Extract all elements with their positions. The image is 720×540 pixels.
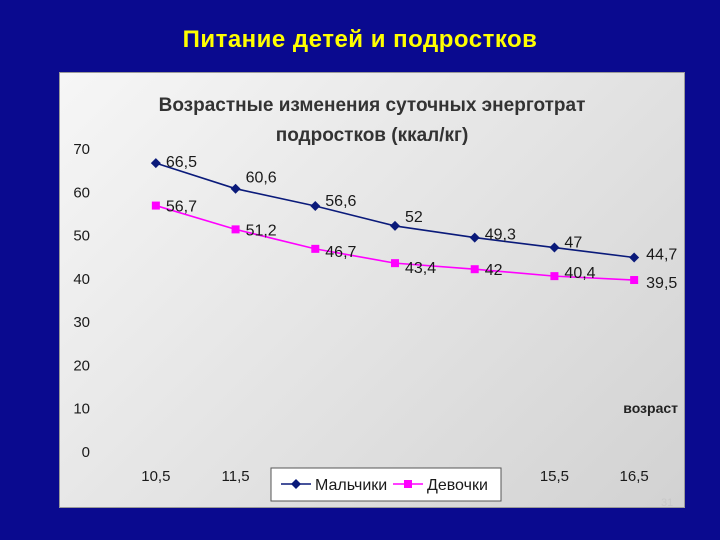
chart-canvas: Возрастные изменения суточных энерготрат…: [73, 95, 678, 502]
data-label-girls: 46,7: [325, 244, 356, 261]
series-line-boys: [155, 162, 635, 259]
data-point-boys: [390, 220, 400, 231]
chart-title-line2: подростков (ккал/кг): [276, 125, 469, 146]
chart-title: Возрастные изменения суточных энерготрат: [159, 95, 586, 116]
legend-marker-girls: [404, 480, 412, 488]
data-label-girls: 42: [485, 262, 503, 279]
legend-marker-boys: [291, 479, 301, 489]
line-chart: Возрастные изменения суточных энерготрат…: [59, 72, 685, 508]
data-label-boys: 60,6: [246, 170, 277, 187]
data-point-boys: [469, 232, 480, 243]
data-point-boys: [310, 201, 321, 212]
data-point-girls: [391, 259, 399, 268]
y-tick-label: 10: [73, 401, 90, 418]
data-point-girls: [311, 244, 320, 253]
data-label-girls: 51,2: [246, 222, 277, 239]
x-axis-label: возраст: [623, 400, 678, 416]
data-point-girls: [470, 265, 479, 274]
y-tick-label: 50: [73, 228, 90, 245]
y-tick-label: 70: [73, 141, 90, 158]
data-label-girls: 43,4: [405, 260, 436, 277]
data-label-girls: 56,7: [166, 199, 197, 216]
data-label-boys: 56,6: [325, 193, 356, 210]
data-label-boys: 52: [405, 209, 423, 226]
data-point-girls: [151, 201, 160, 210]
y-tick-label: 0: [82, 444, 90, 461]
y-tick-label: 20: [73, 357, 90, 374]
page-number: 31: [661, 497, 674, 509]
data-label-boys: 47: [564, 235, 582, 252]
data-label-girls: 39,5: [646, 275, 677, 292]
data-label-boys: 66,5: [166, 154, 197, 171]
data-point-boys: [629, 252, 640, 263]
x-tick-label: 15,5: [540, 468, 569, 485]
data-point-boys: [150, 158, 161, 169]
y-tick-label: 60: [73, 184, 90, 201]
x-tick-label: 16,5: [620, 468, 649, 485]
legend-label-girls: Девочки: [427, 477, 488, 494]
series-line-girls: [155, 204, 635, 281]
data-point-boys: [230, 183, 241, 194]
data-point-girls: [231, 225, 240, 234]
y-tick-label: 40: [73, 271, 90, 288]
data-point-girls: [630, 276, 639, 285]
data-point-girls: [550, 272, 559, 281]
x-tick-label: 11,5: [222, 468, 250, 485]
data-point-boys: [549, 242, 560, 253]
legend-label-boys: Мальчики: [315, 477, 387, 494]
data-label-boys: 49,3: [485, 227, 516, 244]
y-tick-label: 30: [73, 314, 90, 331]
slide-title: Питание детей и подростков: [182, 26, 538, 53]
data-label-girls: 40,4: [564, 265, 595, 282]
x-tick-label: 10,5: [141, 468, 170, 485]
data-label-boys: 44,7: [646, 247, 677, 264]
